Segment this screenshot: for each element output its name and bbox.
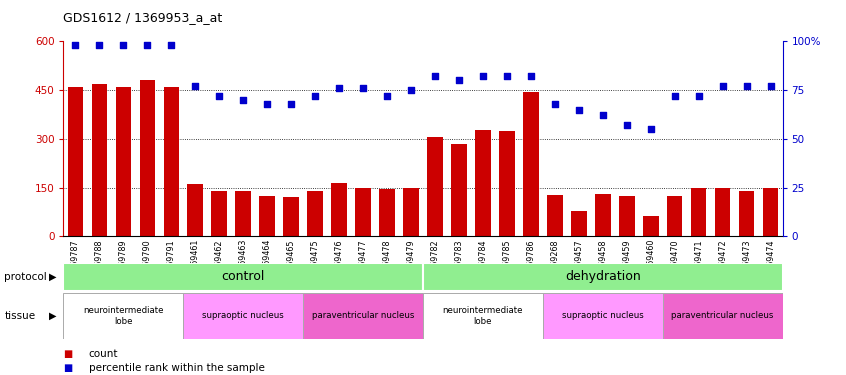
- Bar: [163, 87, 179, 236]
- Bar: [662, 292, 783, 339]
- Bar: [619, 196, 634, 236]
- Text: percentile rank within the sample: percentile rank within the sample: [89, 363, 265, 373]
- Bar: [212, 191, 227, 236]
- Bar: [303, 292, 423, 339]
- Point: [667, 93, 681, 99]
- Bar: [547, 195, 563, 236]
- Point: [69, 42, 82, 48]
- Text: ▶: ▶: [49, 272, 57, 282]
- Bar: [423, 292, 543, 339]
- Point: [356, 85, 370, 91]
- Text: supraoptic nucleus: supraoptic nucleus: [562, 311, 644, 320]
- Text: count: count: [89, 350, 118, 359]
- Bar: [423, 262, 783, 291]
- Bar: [715, 188, 730, 236]
- Point: [764, 83, 777, 89]
- Text: GDS1612 / 1369953_a_at: GDS1612 / 1369953_a_at: [63, 11, 222, 24]
- Bar: [235, 191, 251, 236]
- Text: supraoptic nucleus: supraoptic nucleus: [202, 311, 284, 320]
- Point: [212, 93, 226, 99]
- Bar: [404, 188, 419, 236]
- Point: [404, 87, 418, 93]
- Bar: [543, 292, 662, 339]
- Point: [739, 83, 753, 89]
- Bar: [116, 87, 131, 236]
- Point: [452, 77, 465, 83]
- Bar: [451, 144, 467, 236]
- Bar: [91, 84, 107, 236]
- Point: [692, 93, 706, 99]
- Bar: [184, 292, 303, 339]
- Text: neurointermediate
lobe: neurointermediate lobe: [442, 306, 523, 326]
- Text: protocol: protocol: [4, 272, 47, 282]
- Text: dehydration: dehydration: [565, 270, 640, 283]
- Bar: [595, 194, 611, 236]
- Bar: [739, 191, 755, 236]
- Point: [644, 126, 657, 132]
- Text: neurointermediate
lobe: neurointermediate lobe: [83, 306, 163, 326]
- Bar: [667, 196, 683, 236]
- Point: [476, 74, 490, 80]
- Point: [140, 42, 154, 48]
- Point: [524, 74, 537, 80]
- Point: [284, 100, 298, 106]
- Point: [572, 106, 585, 112]
- Bar: [475, 130, 491, 236]
- Text: paraventricular nucleus: paraventricular nucleus: [672, 311, 774, 320]
- Bar: [763, 188, 778, 236]
- Bar: [63, 262, 423, 291]
- Text: ▶: ▶: [49, 311, 57, 321]
- Text: paraventricular nucleus: paraventricular nucleus: [312, 311, 415, 320]
- Point: [308, 93, 321, 99]
- Text: ■: ■: [63, 363, 73, 373]
- Bar: [260, 196, 275, 236]
- Bar: [499, 130, 514, 236]
- Point: [428, 74, 442, 80]
- Point: [236, 97, 250, 103]
- Point: [500, 74, 514, 80]
- Bar: [140, 80, 155, 236]
- Point: [117, 42, 130, 48]
- Text: ■: ■: [63, 350, 73, 359]
- Point: [92, 42, 106, 48]
- Bar: [307, 191, 323, 236]
- Point: [261, 100, 274, 106]
- Point: [548, 100, 562, 106]
- Point: [189, 83, 202, 89]
- Point: [716, 83, 729, 89]
- Bar: [63, 292, 184, 339]
- Point: [164, 42, 178, 48]
- Bar: [283, 196, 299, 236]
- Text: tissue: tissue: [4, 311, 36, 321]
- Bar: [691, 188, 706, 236]
- Bar: [427, 137, 442, 236]
- Point: [620, 122, 634, 128]
- Bar: [68, 87, 83, 236]
- Bar: [523, 92, 539, 236]
- Bar: [188, 184, 203, 236]
- Point: [596, 112, 609, 118]
- Point: [380, 93, 393, 99]
- Bar: [332, 183, 347, 236]
- Bar: [643, 216, 658, 236]
- Bar: [379, 189, 395, 236]
- Bar: [355, 188, 371, 236]
- Point: [332, 85, 346, 91]
- Bar: [571, 211, 586, 236]
- Text: control: control: [222, 270, 265, 283]
